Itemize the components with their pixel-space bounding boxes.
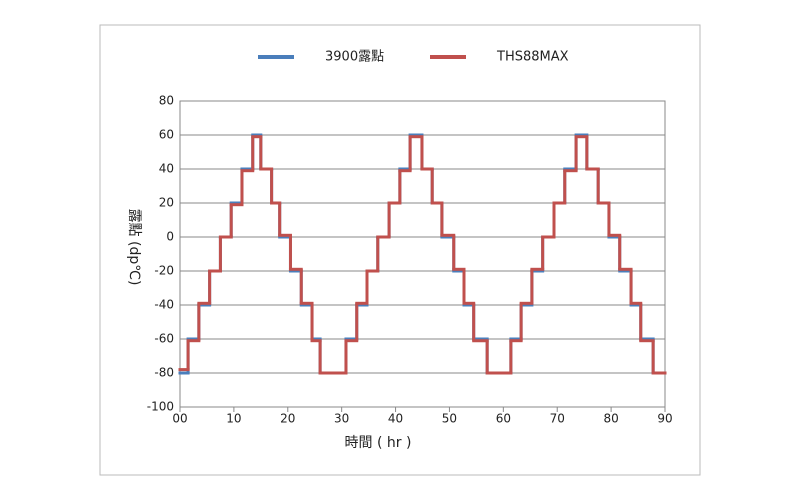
x-tick-label: 80 bbox=[603, 412, 618, 426]
y-tick-label: 80 bbox=[159, 94, 174, 108]
x-tick-label: 70 bbox=[550, 412, 565, 426]
x-tick-label: 20 bbox=[280, 412, 295, 426]
y-tick-label: -60 bbox=[154, 332, 174, 346]
series bbox=[178, 135, 667, 375]
y-tick-label: 0 bbox=[166, 230, 174, 244]
y-tick-label: 20 bbox=[159, 196, 174, 210]
legend-label: 3900露點 bbox=[325, 50, 384, 65]
x-tick-label: 90 bbox=[657, 412, 672, 426]
x-tick-label: 50 bbox=[442, 412, 457, 426]
y-tick-label: -40 bbox=[154, 298, 174, 312]
x-tick-label: 00 bbox=[172, 412, 187, 426]
y-tick-label: 60 bbox=[159, 128, 174, 142]
y-tick-label: -80 bbox=[154, 366, 174, 380]
x-tick-label: 60 bbox=[496, 412, 511, 426]
x-tick-label: 40 bbox=[388, 412, 403, 426]
legend-label: THS88MAX bbox=[496, 50, 569, 65]
y-tick-label: 40 bbox=[159, 162, 174, 176]
chart-frame bbox=[99, 24, 701, 476]
x-axis-label: 時間 ( hr ) bbox=[345, 435, 412, 451]
y-tick-label: -20 bbox=[154, 264, 174, 278]
x-tick-label: 10 bbox=[226, 412, 241, 426]
x-tick-label: 30 bbox=[334, 412, 349, 426]
y-axis-label: 露點 (dp℃) bbox=[126, 209, 142, 286]
y-tick-label: -100 bbox=[147, 400, 174, 414]
